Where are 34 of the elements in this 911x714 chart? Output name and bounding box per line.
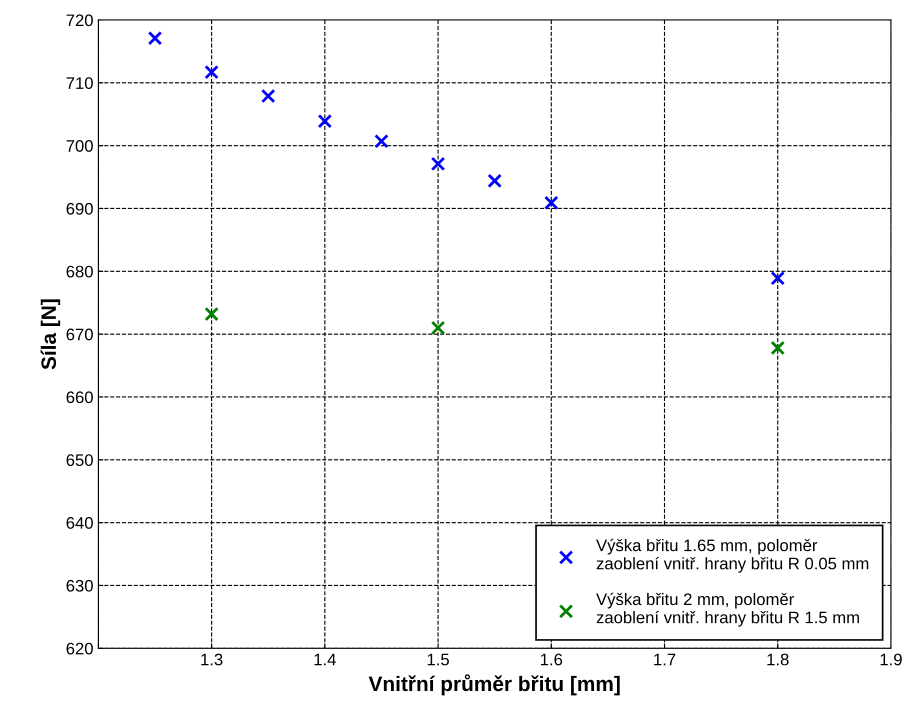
y-tick-label: 670 [66,328,93,340]
point [430,320,446,336]
point [318,114,332,128]
y-tick-label: 660 [66,391,93,404]
y-tick-label: 720 [66,14,93,26]
x-tick-label: 1.7 [654,654,676,666]
point [204,306,219,322]
point [544,196,558,210]
y-axis-title: Síla [N] [40,299,60,370]
point [204,64,219,80]
point [430,156,446,172]
x-tick-label: 1.4 [314,654,336,666]
point [487,174,502,188]
point [374,134,389,148]
y-tick-label: 630 [66,580,93,592]
y-tick-label: 700 [66,140,93,152]
x-tick-label: 1.3 [201,654,222,666]
y-tick-label: 620 [66,642,93,655]
x-axis-title: Vnitřní průměr břitu [mm] [368,674,620,696]
legend-label: Výška břitu 1.65 mm, poloměr zaoblení vnitř. hrany břitu R 0.05 mm [596,538,868,573]
y-tick-label: 640 [66,517,93,529]
x-tick-label: 1.6 [540,654,562,666]
point [148,31,162,46]
x-tick-label: 1.9 [880,654,902,666]
y-tick-label: 650 [66,454,93,466]
point [261,88,276,104]
point [770,271,785,286]
x-tick-label: 1.5 [428,654,449,666]
x-tick-label: 1.8 [767,654,789,666]
y-tick-label: 690 [66,202,93,215]
y-tick-label: 710 [66,77,93,90]
y-tick-label: 680 [66,266,93,278]
point [770,340,785,356]
legend-label: Výška břitu 2 mm, poloměr zaoblení vnitř. hrany břitu R 1.5 mm [596,592,859,627]
